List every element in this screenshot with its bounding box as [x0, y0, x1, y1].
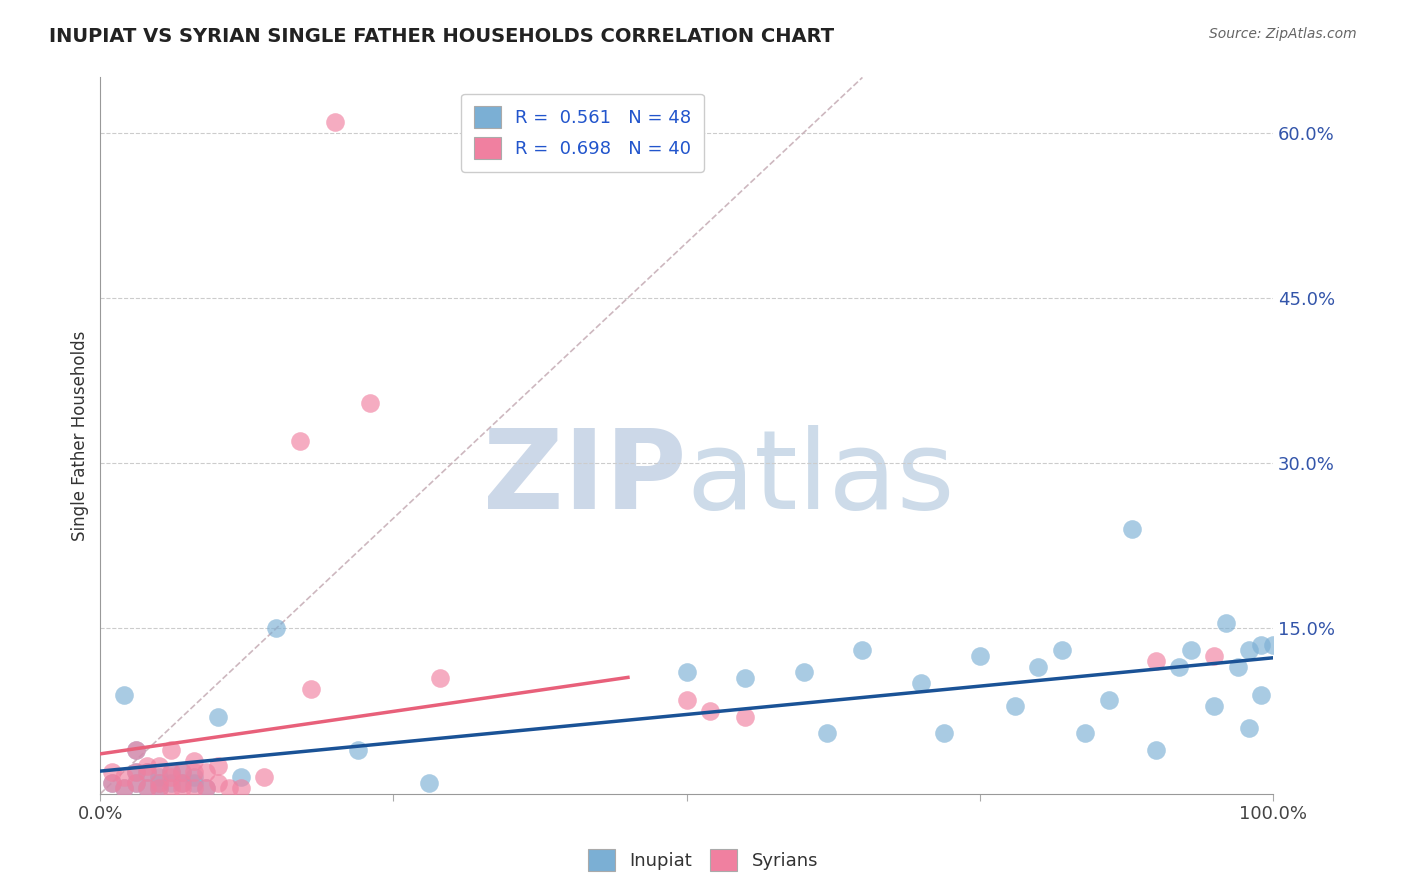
Point: [1144, 742, 1167, 756]
Point: [124, 775, 146, 789]
Point: [183, 781, 205, 796]
Point: [1204, 698, 1226, 713]
Point: [194, 764, 217, 779]
Point: [148, 781, 170, 796]
Point: [429, 671, 451, 685]
Point: [359, 395, 381, 409]
Point: [148, 759, 170, 773]
Point: [1180, 643, 1202, 657]
Point: [1004, 698, 1026, 713]
Point: [124, 742, 146, 756]
Point: [159, 764, 181, 779]
Point: [264, 621, 287, 635]
Text: ZIP: ZIP: [484, 425, 686, 532]
Point: [172, 781, 194, 796]
Point: [136, 764, 159, 779]
Point: [112, 781, 135, 796]
Point: [101, 775, 124, 789]
Point: [159, 770, 181, 784]
Point: [699, 704, 721, 718]
Point: [1239, 721, 1261, 735]
Point: [675, 665, 697, 680]
Point: [172, 764, 194, 779]
Point: [112, 770, 135, 784]
Point: [1261, 638, 1284, 652]
Point: [288, 434, 311, 448]
Point: [229, 770, 252, 784]
Point: [172, 775, 194, 789]
Text: INUPIAT VS SYRIAN SINGLE FATHER HOUSEHOLDS CORRELATION CHART: INUPIAT VS SYRIAN SINGLE FATHER HOUSEHOL…: [49, 27, 834, 45]
Point: [183, 764, 205, 779]
Point: [136, 781, 159, 796]
Point: [1250, 688, 1272, 702]
Y-axis label: Single Father Households: Single Father Households: [72, 330, 89, 541]
Point: [1098, 693, 1121, 707]
Point: [218, 781, 240, 796]
Point: [159, 781, 181, 796]
Point: [112, 688, 135, 702]
Point: [253, 770, 276, 784]
Point: [101, 764, 124, 779]
Point: [207, 775, 229, 789]
Point: [418, 775, 440, 789]
Point: [299, 681, 322, 696]
Point: [815, 726, 838, 740]
Point: [793, 665, 815, 680]
Point: [124, 775, 146, 789]
Point: [1215, 615, 1237, 630]
Point: [1074, 726, 1097, 740]
Point: [1144, 655, 1167, 669]
Point: [229, 781, 252, 796]
Point: [159, 764, 181, 779]
Legend: Inupiat, Syrians: Inupiat, Syrians: [581, 842, 825, 879]
Point: [136, 764, 159, 779]
Point: [148, 781, 170, 796]
Point: [183, 754, 205, 768]
Text: atlas: atlas: [686, 425, 955, 532]
Point: [323, 114, 346, 128]
Point: [159, 742, 181, 756]
Point: [172, 764, 194, 779]
Point: [101, 775, 124, 789]
Point: [194, 781, 217, 796]
Point: [183, 770, 205, 784]
Point: [124, 742, 146, 756]
Point: [1250, 638, 1272, 652]
Point: [148, 770, 170, 784]
Point: [148, 775, 170, 789]
Text: Source: ZipAtlas.com: Source: ZipAtlas.com: [1209, 27, 1357, 41]
Point: [969, 648, 991, 663]
Point: [112, 781, 135, 796]
Point: [1204, 648, 1226, 663]
Point: [124, 764, 146, 779]
Point: [851, 643, 873, 657]
Point: [172, 775, 194, 789]
Point: [734, 671, 756, 685]
Legend: R =  0.561   N = 48, R =  0.698   N = 40: R = 0.561 N = 48, R = 0.698 N = 40: [461, 94, 704, 172]
Point: [1226, 660, 1249, 674]
Point: [910, 676, 932, 690]
Point: [1239, 643, 1261, 657]
Point: [934, 726, 956, 740]
Point: [734, 709, 756, 723]
Point: [1121, 522, 1143, 536]
Point: [207, 709, 229, 723]
Point: [1168, 660, 1191, 674]
Point: [207, 759, 229, 773]
Point: [148, 775, 170, 789]
Point: [159, 775, 181, 789]
Point: [194, 781, 217, 796]
Point: [347, 742, 370, 756]
Point: [1026, 660, 1049, 674]
Point: [1050, 643, 1073, 657]
Point: [675, 693, 697, 707]
Point: [136, 759, 159, 773]
Point: [124, 764, 146, 779]
Point: [136, 781, 159, 796]
Point: [183, 775, 205, 789]
